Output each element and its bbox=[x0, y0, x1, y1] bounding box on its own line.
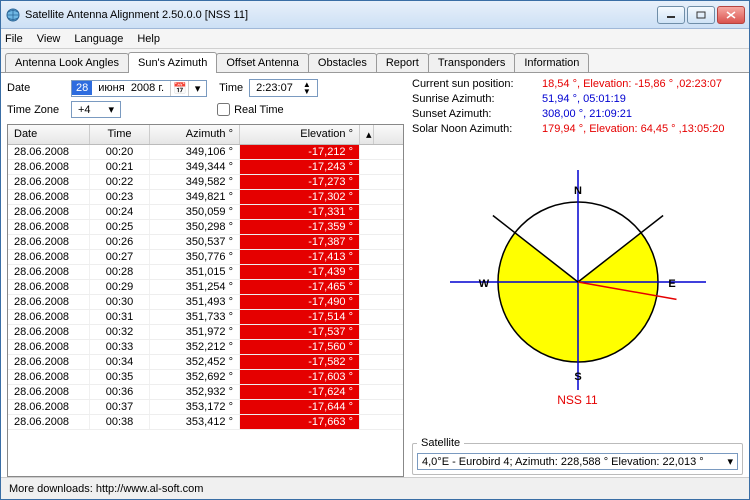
satellite-name: NSS 11 bbox=[557, 393, 597, 407]
table-row[interactable]: 28.06.200800:37353,172 °-17,644 ° bbox=[8, 400, 403, 415]
left-panel: Date 28 июня 2008 г. 📅 ▾ Time 2:23:07 ▲▼… bbox=[1, 73, 406, 477]
col-time[interactable]: Time bbox=[90, 125, 150, 144]
tab-bar: Antenna Look Angles Sun's Azimuth Offset… bbox=[1, 49, 749, 73]
table-row[interactable]: 28.06.200800:20349,106 °-17,212 ° bbox=[8, 145, 403, 160]
menu-help[interactable]: Help bbox=[137, 33, 160, 45]
date-day: 28 bbox=[72, 81, 92, 95]
tab-transponders[interactable]: Transponders bbox=[428, 53, 515, 72]
col-elevation[interactable]: Elevation ° bbox=[240, 125, 360, 144]
timezone-label: Time Zone bbox=[7, 104, 65, 116]
table-row[interactable]: 28.06.200800:26350,537 °-17,387 ° bbox=[8, 235, 403, 250]
table-row[interactable]: 28.06.200800:38353,412 °-17,663 ° bbox=[8, 415, 403, 430]
menu-view[interactable]: View bbox=[37, 33, 61, 45]
table-row[interactable]: 28.06.200800:30351,493 °-17,490 ° bbox=[8, 295, 403, 310]
app-window: Satellite Antenna Alignment 2.50.0.0 [NS… bbox=[0, 0, 750, 500]
sun-info: Current sun position:18,54 °, Elevation:… bbox=[412, 77, 743, 137]
table-row[interactable]: 28.06.200800:29351,254 °-17,465 ° bbox=[8, 280, 403, 295]
sun-table: Date Time Azimuth ° Elevation ° ▴ 28.06.… bbox=[7, 124, 404, 477]
table-row[interactable]: 28.06.200800:34352,452 °-17,582 ° bbox=[8, 355, 403, 370]
compass-chart: N S E W NSS 11 bbox=[412, 137, 743, 437]
time-input[interactable]: 2:23:07 ▲▼ bbox=[249, 79, 318, 97]
tab-report[interactable]: Report bbox=[376, 53, 429, 72]
timezone-select[interactable]: +4▾ bbox=[71, 101, 121, 118]
table-row[interactable]: 28.06.200800:22349,582 °-17,273 ° bbox=[8, 175, 403, 190]
svg-text:S: S bbox=[574, 371, 581, 383]
right-panel: Current sun position:18,54 °, Elevation:… bbox=[406, 73, 749, 477]
svg-text:W: W bbox=[478, 278, 489, 290]
satellite-select[interactable]: 4,0°E - Eurobird 4; Azimuth: 228,588 ° E… bbox=[417, 453, 738, 470]
col-azimuth[interactable]: Azimuth ° bbox=[150, 125, 240, 144]
tab-suns-azimuth[interactable]: Sun's Azimuth bbox=[128, 52, 217, 73]
table-body[interactable]: 28.06.200800:20349,106 °-17,212 °28.06.2… bbox=[8, 145, 403, 474]
date-picker[interactable]: 28 июня 2008 г. 📅 ▾ bbox=[71, 80, 207, 97]
app-icon bbox=[5, 7, 21, 23]
table-row[interactable]: 28.06.200800:23349,821 °-17,302 ° bbox=[8, 190, 403, 205]
table-row[interactable]: 28.06.200800:36352,932 °-17,624 ° bbox=[8, 385, 403, 400]
status-text: More downloads: http://www.al-soft.com bbox=[9, 483, 203, 495]
close-button[interactable] bbox=[717, 6, 745, 24]
titlebar: Satellite Antenna Alignment 2.50.0.0 [NS… bbox=[1, 1, 749, 29]
col-date[interactable]: Date bbox=[8, 125, 90, 144]
col-spacer: ▴ bbox=[360, 125, 374, 144]
maximize-button[interactable] bbox=[687, 6, 715, 24]
minimize-button[interactable] bbox=[657, 6, 685, 24]
time-label: Time bbox=[219, 82, 243, 94]
status-bar: More downloads: http://www.al-soft.com bbox=[1, 477, 749, 499]
table-row[interactable]: 28.06.200800:32351,972 °-17,537 ° bbox=[8, 325, 403, 340]
window-title: Satellite Antenna Alignment 2.50.0.0 [NS… bbox=[25, 9, 657, 21]
tab-obstacles[interactable]: Obstacles bbox=[308, 53, 377, 72]
table-row[interactable]: 28.06.200800:31351,733 °-17,514 ° bbox=[8, 310, 403, 325]
table-row[interactable]: 28.06.200800:27350,776 °-17,413 ° bbox=[8, 250, 403, 265]
table-row[interactable]: 28.06.200800:24350,059 °-17,331 ° bbox=[8, 205, 403, 220]
table-row[interactable]: 28.06.200800:33352,212 °-17,560 ° bbox=[8, 340, 403, 355]
menu-language[interactable]: Language bbox=[74, 33, 123, 45]
menubar: File View Language Help bbox=[1, 29, 749, 49]
tab-information[interactable]: Information bbox=[514, 53, 589, 72]
menu-file[interactable]: File bbox=[5, 33, 23, 45]
tab-offset-antenna[interactable]: Offset Antenna bbox=[216, 53, 309, 72]
table-row[interactable]: 28.06.200800:25350,298 °-17,359 ° bbox=[8, 220, 403, 235]
svg-text:N: N bbox=[574, 185, 582, 197]
calendar-icon[interactable]: 📅 bbox=[170, 81, 188, 96]
table-row[interactable]: 28.06.200800:35352,692 °-17,603 ° bbox=[8, 370, 403, 385]
chevron-down-icon[interactable]: ▾ bbox=[188, 81, 206, 96]
satellite-group: Satellite 4,0°E - Eurobird 4; Azimuth: 2… bbox=[412, 437, 743, 475]
table-row[interactable]: 28.06.200800:28351,015 °-17,439 ° bbox=[8, 265, 403, 280]
date-label: Date bbox=[7, 82, 65, 94]
svg-text:E: E bbox=[668, 278, 675, 290]
realtime-checkbox[interactable]: Real Time bbox=[217, 103, 284, 116]
table-row[interactable]: 28.06.200800:21349,344 °-17,243 ° bbox=[8, 160, 403, 175]
tab-antenna-look-angles[interactable]: Antenna Look Angles bbox=[5, 53, 129, 72]
